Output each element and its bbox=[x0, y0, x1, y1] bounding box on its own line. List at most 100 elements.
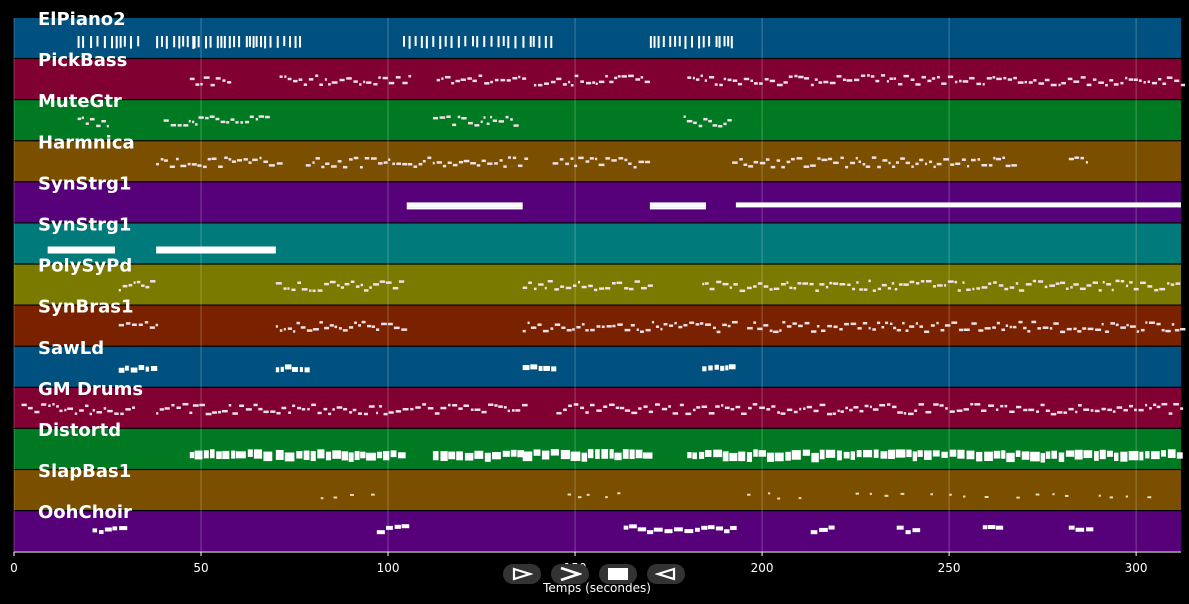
note bbox=[1129, 404, 1133, 408]
note bbox=[1000, 404, 1004, 408]
note bbox=[859, 288, 863, 291]
forward-button[interactable] bbox=[551, 564, 589, 584]
note bbox=[1148, 321, 1155, 324]
note bbox=[324, 78, 328, 81]
note bbox=[585, 81, 592, 85]
note bbox=[517, 164, 523, 168]
note bbox=[245, 408, 252, 411]
note bbox=[773, 330, 779, 334]
note bbox=[663, 322, 668, 326]
note bbox=[275, 367, 280, 373]
note bbox=[331, 81, 338, 84]
note bbox=[862, 321, 868, 325]
note bbox=[1111, 288, 1114, 292]
note bbox=[1174, 79, 1180, 83]
note bbox=[780, 282, 786, 286]
note bbox=[574, 74, 579, 78]
note bbox=[614, 452, 622, 461]
note bbox=[1129, 325, 1136, 328]
note bbox=[802, 282, 809, 285]
note bbox=[1086, 527, 1094, 532]
note bbox=[988, 282, 992, 285]
note bbox=[360, 451, 366, 459]
note bbox=[1098, 289, 1102, 292]
note bbox=[839, 282, 846, 286]
note bbox=[1015, 450, 1021, 457]
note bbox=[750, 79, 754, 83]
note bbox=[189, 411, 193, 415]
note bbox=[863, 449, 873, 458]
note bbox=[253, 449, 263, 459]
note bbox=[538, 283, 544, 286]
note bbox=[248, 36, 251, 47]
note bbox=[483, 36, 486, 47]
note bbox=[1031, 320, 1037, 324]
note bbox=[471, 36, 474, 47]
note bbox=[891, 282, 895, 285]
note bbox=[1050, 412, 1057, 416]
note bbox=[457, 115, 461, 119]
note bbox=[967, 164, 970, 168]
note bbox=[570, 84, 574, 87]
note bbox=[1060, 281, 1066, 285]
note bbox=[924, 450, 932, 460]
note bbox=[420, 36, 423, 48]
note bbox=[522, 403, 528, 407]
note bbox=[1151, 451, 1160, 460]
note bbox=[1176, 452, 1183, 459]
note bbox=[790, 157, 795, 161]
note bbox=[125, 408, 131, 411]
note bbox=[763, 324, 769, 327]
rewind-button[interactable] bbox=[647, 564, 685, 584]
note bbox=[819, 403, 826, 407]
note bbox=[514, 36, 517, 49]
play-button[interactable] bbox=[503, 564, 541, 584]
note bbox=[47, 246, 115, 252]
note bbox=[889, 77, 893, 80]
note bbox=[769, 288, 773, 291]
note bbox=[136, 280, 141, 284]
note bbox=[160, 36, 163, 47]
note bbox=[81, 116, 85, 120]
note bbox=[325, 162, 330, 166]
note bbox=[192, 36, 195, 49]
note bbox=[1052, 493, 1055, 496]
note bbox=[490, 36, 493, 47]
note bbox=[414, 36, 417, 47]
note bbox=[122, 284, 128, 288]
note bbox=[715, 526, 724, 531]
note bbox=[981, 286, 988, 289]
note bbox=[287, 287, 290, 290]
note bbox=[401, 524, 410, 529]
note bbox=[440, 451, 448, 461]
stop-button[interactable] bbox=[599, 564, 637, 584]
note bbox=[585, 411, 589, 414]
note bbox=[674, 36, 677, 47]
track-row-9 bbox=[14, 346, 1181, 387]
note bbox=[638, 160, 645, 164]
note bbox=[1067, 77, 1073, 81]
note bbox=[933, 403, 939, 406]
note bbox=[984, 451, 993, 462]
note bbox=[1058, 83, 1061, 87]
note bbox=[936, 321, 939, 325]
note bbox=[227, 81, 232, 84]
note bbox=[112, 526, 118, 531]
note bbox=[774, 452, 784, 462]
note bbox=[264, 36, 267, 49]
note bbox=[919, 325, 924, 328]
note bbox=[381, 322, 387, 326]
note bbox=[698, 451, 705, 459]
note bbox=[1170, 283, 1175, 286]
note bbox=[538, 36, 541, 48]
note bbox=[212, 411, 217, 414]
note bbox=[752, 403, 758, 406]
note bbox=[1167, 449, 1176, 459]
note bbox=[1015, 282, 1019, 285]
note bbox=[984, 496, 989, 499]
note bbox=[776, 83, 783, 87]
note bbox=[353, 80, 358, 83]
track-row-2 bbox=[14, 59, 1181, 99]
track-notes-13 bbox=[92, 524, 1094, 535]
